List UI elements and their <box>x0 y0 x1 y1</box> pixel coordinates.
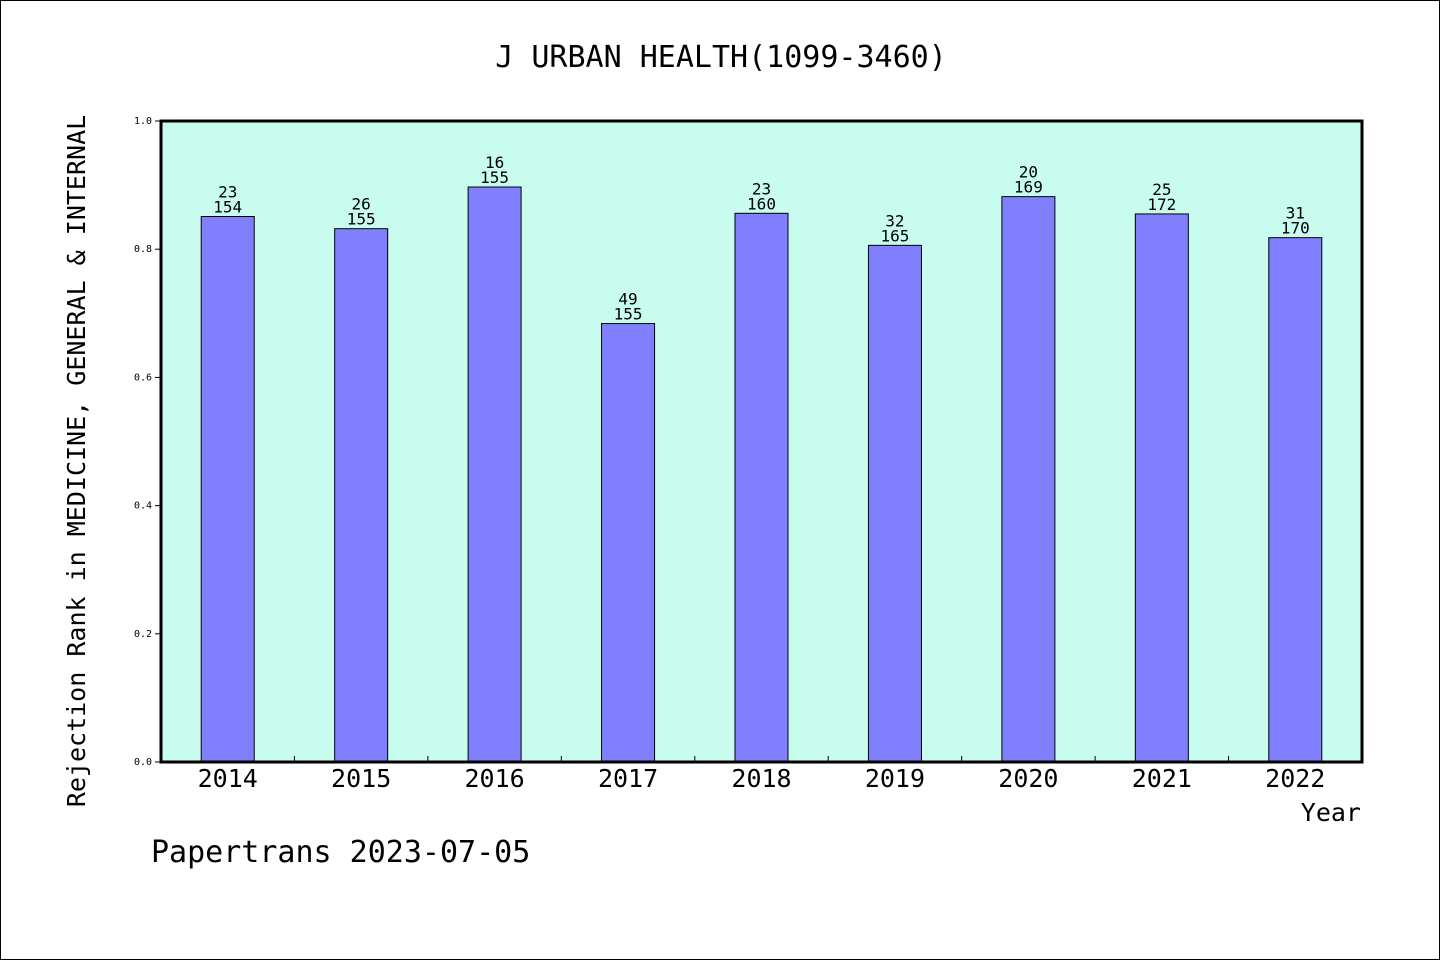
bar-total-label: 154 <box>213 198 242 217</box>
bar-2015 <box>334 228 389 763</box>
bar-rank-label: 23 <box>218 183 237 202</box>
bar-rank-label: 32 <box>885 211 904 230</box>
y-tick-label: 0.2 <box>134 629 152 640</box>
y-tick-label: 1.0 <box>134 116 152 127</box>
bar-2022 <box>1268 237 1323 763</box>
y-tick-label: 0.4 <box>134 501 152 512</box>
bar-total-label: 160 <box>747 194 776 213</box>
bar-rank-label: 20 <box>1019 163 1038 182</box>
bar-2017 <box>601 323 656 763</box>
bar-rank-label: 16 <box>485 153 504 172</box>
bar-total-label: 172 <box>1147 195 1176 214</box>
x-tick-label: 2015 <box>331 764 391 793</box>
bar-2021 <box>1134 213 1189 763</box>
bar-rank-label: 31 <box>1286 204 1305 223</box>
x-axis-ticks: 2014 2015 2016 2017 2018 2019 2020 2021 2022 <box>198 756 1325 793</box>
bar-2018 <box>734 212 789 763</box>
x-tick-label: 2020 <box>998 764 1058 793</box>
y-axis-label: Rejection Rank in MEDICINE, GENERAL & IN… <box>62 115 91 807</box>
bar-total-label: 169 <box>1014 178 1043 197</box>
bar-total-label: 155 <box>614 305 643 324</box>
bar-2020 <box>1001 196 1056 763</box>
x-tick-label: 2019 <box>865 764 925 793</box>
x-tick-label: 2017 <box>598 764 658 793</box>
y-axis-ticks: 0.0 0.2 0.4 0.6 0.8 1.0 <box>134 116 161 768</box>
x-tick-label: 2018 <box>731 764 791 793</box>
chart-title: J URBAN HEALTH(1099-3460) <box>495 40 947 75</box>
bar-2016 <box>467 186 522 763</box>
bar-total-label: 155 <box>347 210 376 229</box>
x-tick-label: 2016 <box>465 764 525 793</box>
x-axis-label: Year <box>1301 798 1361 827</box>
bar-total-label: 155 <box>480 168 509 187</box>
bar-rank-label: 49 <box>618 290 637 309</box>
footer-text: Papertrans 2023-07-05 <box>151 835 531 870</box>
bar-rank-label: 26 <box>352 195 371 214</box>
bar-total-label: 165 <box>880 226 909 245</box>
y-tick-label: 0.6 <box>134 372 152 383</box>
x-tick-label: 2014 <box>198 764 258 793</box>
y-tick-label: 0.8 <box>134 244 152 255</box>
bar-2014 <box>200 216 255 763</box>
y-tick-label: 0.0 <box>134 757 152 768</box>
x-tick-label: 2021 <box>1132 764 1192 793</box>
plot-border <box>159 119 1364 764</box>
bar-rank-label: 23 <box>752 179 771 198</box>
bar-total-label: 170 <box>1281 219 1310 238</box>
x-tick-label: 2022 <box>1265 764 1325 793</box>
bar-2019 <box>867 244 922 763</box>
bar-rank-label: 25 <box>1152 180 1171 199</box>
